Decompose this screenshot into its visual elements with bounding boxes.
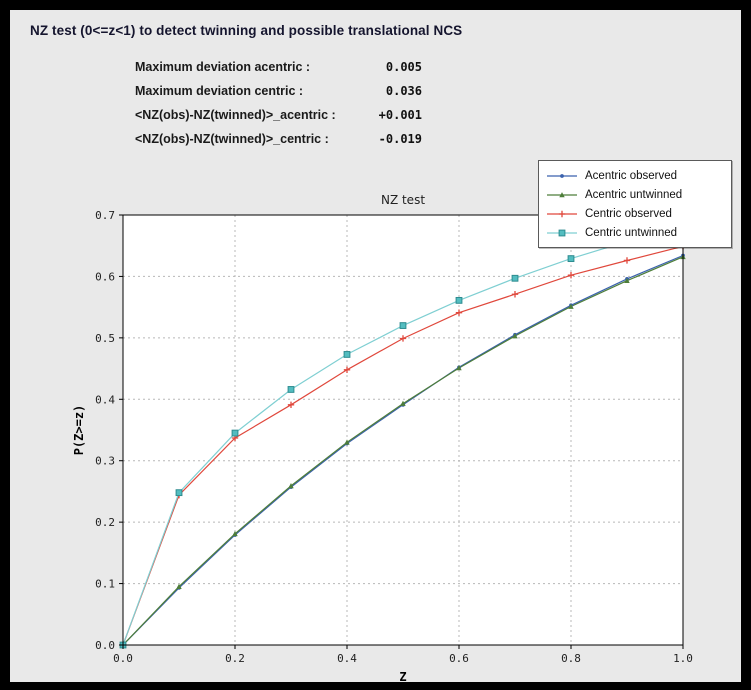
svg-text:0.0: 0.0	[113, 652, 133, 665]
svg-text:P(Z>=z): P(Z>=z)	[72, 405, 86, 456]
svg-text:0.4: 0.4	[337, 652, 357, 665]
legend-label-acentric-untwinned: Acentric untwinned	[585, 188, 683, 201]
legend-entry-centric-observed: Centric observed	[545, 204, 723, 223]
legend-sample-centric-untwinned-icon	[547, 229, 577, 236]
svg-text:0.2: 0.2	[95, 516, 115, 529]
svg-text:0.0: 0.0	[95, 639, 115, 652]
stat-label: <NZ(obs)-NZ(twinned)>_centric :	[135, 132, 329, 146]
stats-block: Maximum deviation acentric : 0.005 Maxim…	[135, 60, 422, 156]
stat-label: Maximum deviation centric :	[135, 84, 304, 98]
stat-row: <NZ(obs)-NZ(twinned)>_centric : -0.019	[135, 132, 422, 156]
legend-entry-acentric-untwinned: Acentric untwinned	[545, 185, 723, 204]
svg-text:Z: Z	[399, 670, 406, 682]
app-window: NZ test (0<=z<1) to detect twinning and …	[10, 10, 741, 682]
svg-text:1.0: 1.0	[673, 652, 693, 665]
stat-row: Maximum deviation acentric : 0.005	[135, 60, 422, 84]
legend-entry-centric-untwinned: Centric untwinned	[545, 223, 723, 242]
page-title: NZ test (0<=z<1) to detect twinning and …	[30, 23, 463, 38]
svg-text:0.4: 0.4	[95, 393, 115, 406]
legend-sample-acentric-untwinned-icon	[547, 191, 577, 197]
svg-text:0.7: 0.7	[95, 209, 115, 222]
svg-text:0.6: 0.6	[95, 270, 115, 283]
svg-text:0.3: 0.3	[95, 455, 115, 468]
stat-row: Maximum deviation centric : 0.036	[135, 84, 422, 108]
stat-row: <NZ(obs)-NZ(twinned)>_acentric : +0.001	[135, 108, 422, 132]
nz-test-plot: 0.0 0.2 0.4 0.6 0.8 1.0 0.0 0.1 0.2 0.3 0.4 0.5 0.6 0…	[72, 193, 693, 682]
svg-text:0.6: 0.6	[449, 652, 469, 665]
svg-text:0.5: 0.5	[95, 332, 115, 345]
stat-label: <NZ(obs)-NZ(twinned)>_acentric :	[135, 108, 336, 122]
legend-label-centric-untwinned: Centric untwinned	[585, 226, 678, 239]
legend-sample-centric-observed-icon	[547, 210, 577, 217]
stat-value: 0.036	[385, 84, 422, 98]
svg-text:0.2: 0.2	[225, 652, 245, 665]
legend-label-acentric-observed: Acentric observed	[585, 169, 678, 182]
stat-value: -0.019	[378, 132, 422, 146]
stat-value: 0.005	[385, 60, 422, 74]
stat-label: Maximum deviation acentric :	[135, 60, 311, 74]
plot-legend: Acentric observed Acentric untwinned Centr…	[538, 160, 732, 248]
stat-value: +0.001	[378, 108, 422, 122]
legend-sample-acentric-observed-icon	[547, 173, 577, 178]
svg-text:0.1: 0.1	[95, 578, 115, 591]
legend-entry-acentric-observed: Acentric observed	[545, 166, 723, 185]
svg-text:0.8: 0.8	[561, 652, 581, 665]
svg-text:NZ test: NZ test	[381, 193, 425, 207]
legend-label-centric-observed: Centric observed	[585, 207, 672, 220]
